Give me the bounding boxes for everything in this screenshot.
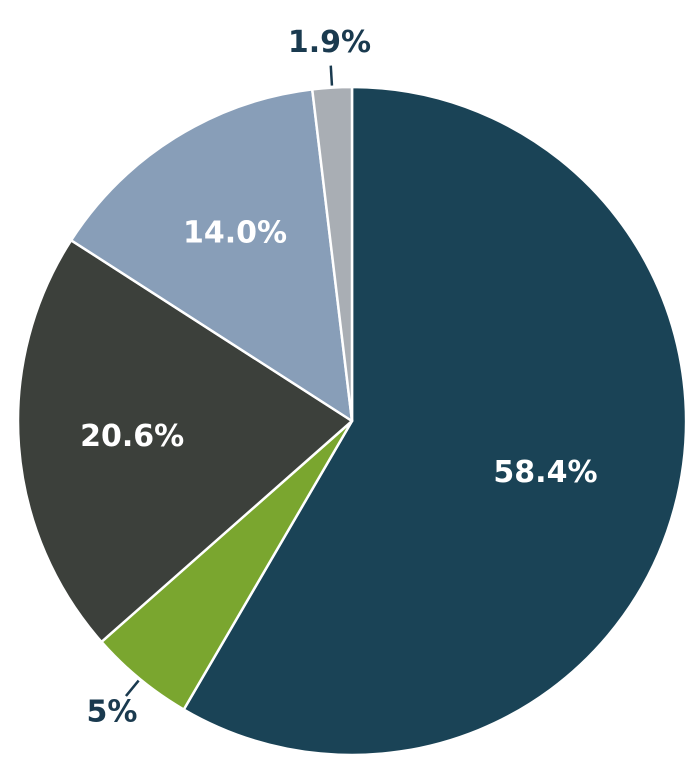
leader-line-1 (124, 679, 140, 697)
slice-label-4: 1.9% (288, 25, 371, 60)
pie-slice-2 (16, 239, 354, 644)
slice-label-1: 5% (87, 695, 138, 730)
leader-lines (124, 65, 334, 697)
pie-slices (16, 85, 688, 757)
slice-label-2: 20.6% (80, 419, 184, 454)
pie-slice-0 (182, 85, 688, 757)
pie-slice-4 (310, 85, 354, 423)
slice-label-0: 58.4% (493, 455, 597, 490)
pie-slice-3 (69, 88, 354, 423)
leader-line-4 (329, 65, 334, 86)
slice-label-3: 14.0% (183, 216, 287, 251)
slice-labels: 58.4% 5% 20.6% 14.0% 1.9% (80, 25, 597, 729)
